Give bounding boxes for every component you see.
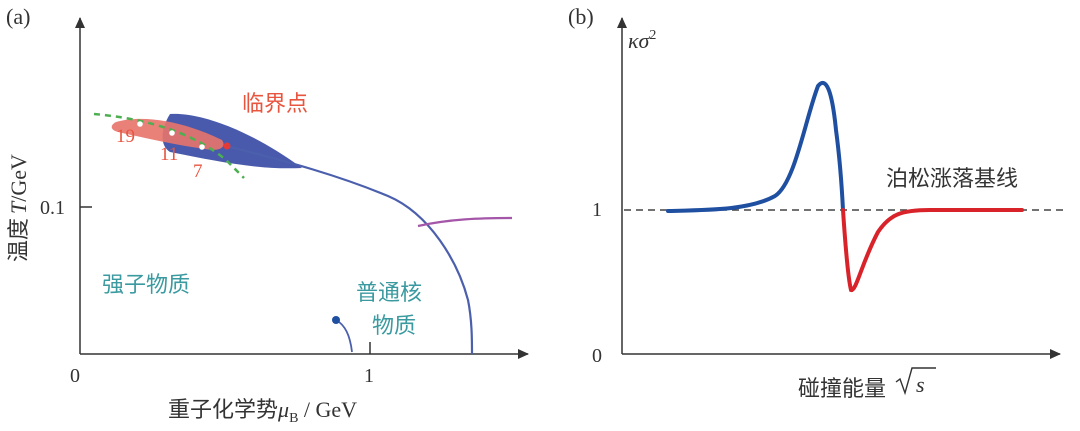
freeze-out-curve xyxy=(93,112,245,179)
x-label-sub: B xyxy=(289,411,298,426)
panel-a: (a) 0.1 0 1 温度 T/GeV 重子化学势μB / GeV xyxy=(6,4,529,426)
y-label-sup: 2 xyxy=(649,28,656,43)
hadron-matter-label: 强子物质 xyxy=(102,273,190,298)
energy-point-19 xyxy=(137,121,143,127)
nuclear-transition-line xyxy=(417,216,513,228)
y-label-cn: 温度 xyxy=(7,218,32,262)
panel-b-y-tick-0: 0 xyxy=(592,345,602,367)
sqrt-symbol xyxy=(895,367,936,396)
kappa-sigma-curve-red xyxy=(841,208,1024,293)
x-label-cn: 重子化学势 xyxy=(168,398,278,423)
panel-b-y-axis-label: κσ2 xyxy=(628,28,656,53)
panel-a-y-tick-label: 0.1 xyxy=(40,197,65,219)
poisson-baseline-label: 泊松涨落基线 xyxy=(886,167,1018,192)
panel-a-label: (a) xyxy=(6,4,30,29)
x-label-mu: μ xyxy=(277,397,289,422)
x-label-unit: / GeV xyxy=(298,397,357,422)
x-label-collision-energy: 碰撞能量 xyxy=(798,377,886,402)
panel-a-x-tick-0: 0 xyxy=(70,365,80,387)
nuclear-matter-label-1: 普通核 xyxy=(356,281,422,306)
y-label-kappa-sigma: κσ xyxy=(628,28,651,53)
panel-b: (b) κσ2 1 0 泊松涨落基线 碰撞能量 s xyxy=(568,4,1066,402)
liquid-gas-critical-point xyxy=(332,316,340,324)
panel-b-label: (b) xyxy=(568,4,594,29)
energy-point-7 xyxy=(199,144,205,150)
y-label-unit: /GeV xyxy=(6,154,31,202)
energy-label-11: 11 xyxy=(160,144,178,165)
x-label-s: s xyxy=(916,372,925,397)
panel-b-y-tick-1: 1 xyxy=(592,199,602,221)
phase-transition-line xyxy=(225,144,474,355)
energy-label-7: 7 xyxy=(193,161,203,182)
nuclear-matter-label-2: 物质 xyxy=(372,314,416,339)
liquid-gas-line xyxy=(335,319,353,353)
kappa-sigma-curve-blue xyxy=(666,80,845,213)
panel-a-y-axis-label: 温度 T/GeV xyxy=(6,154,32,262)
panel-b-x-axis-label: 碰撞能量 xyxy=(798,377,886,402)
critical-point-label: 临界点 xyxy=(242,92,308,117)
panel-a-x-tick-1: 1 xyxy=(364,365,374,387)
crossover-region-blue xyxy=(162,113,302,169)
energy-label-19: 19 xyxy=(116,126,135,147)
energy-point-11 xyxy=(169,130,175,136)
y-label-t: T xyxy=(6,200,31,214)
critical-point-dot xyxy=(223,142,231,150)
panel-a-x-axis-label: 重子化学势μB / GeV xyxy=(168,397,357,426)
